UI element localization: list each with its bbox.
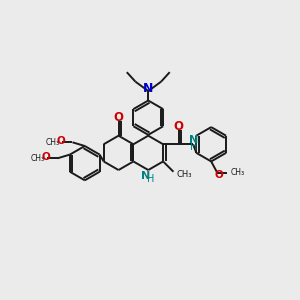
Text: O: O bbox=[42, 152, 50, 162]
Text: CH₃: CH₃ bbox=[30, 154, 44, 163]
Text: CH₃: CH₃ bbox=[45, 138, 59, 147]
Text: N: N bbox=[141, 171, 150, 181]
Text: H: H bbox=[147, 174, 155, 184]
Text: O: O bbox=[56, 136, 65, 146]
Text: O: O bbox=[214, 170, 223, 181]
Text: O: O bbox=[113, 111, 124, 124]
Text: CH₃: CH₃ bbox=[231, 168, 245, 177]
Text: O: O bbox=[174, 120, 184, 133]
Text: N: N bbox=[189, 135, 198, 145]
Text: H: H bbox=[190, 142, 197, 152]
Text: CH₃: CH₃ bbox=[177, 169, 192, 178]
Text: N: N bbox=[143, 82, 153, 95]
